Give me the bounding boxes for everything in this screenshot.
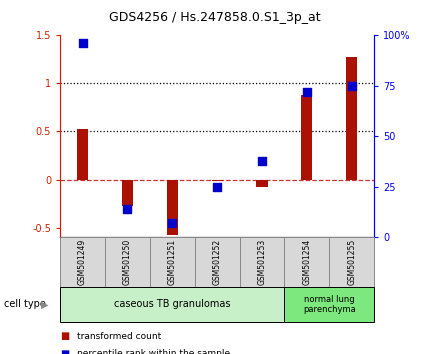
Bar bbox=[346, 57, 357, 179]
Text: ■: ■ bbox=[60, 349, 70, 354]
Text: caseous TB granulomas: caseous TB granulomas bbox=[114, 299, 230, 309]
Bar bbox=[167, 179, 178, 235]
Text: transformed count: transformed count bbox=[77, 332, 162, 341]
Point bbox=[169, 220, 176, 226]
Text: GSM501255: GSM501255 bbox=[347, 239, 356, 285]
Text: GSM501254: GSM501254 bbox=[302, 239, 311, 285]
Text: cell type: cell type bbox=[4, 299, 46, 309]
Text: normal lung
parenchyma: normal lung parenchyma bbox=[303, 295, 356, 314]
Text: ■: ■ bbox=[60, 331, 70, 341]
Point bbox=[124, 206, 131, 212]
Bar bbox=[77, 129, 88, 179]
Text: ▶: ▶ bbox=[41, 299, 48, 309]
Text: GDS4256 / Hs.247858.0.S1_3p_at: GDS4256 / Hs.247858.0.S1_3p_at bbox=[109, 11, 321, 24]
Point bbox=[79, 41, 86, 46]
Bar bbox=[122, 179, 133, 206]
Point bbox=[214, 184, 221, 190]
Point bbox=[304, 89, 310, 95]
Text: GSM501251: GSM501251 bbox=[168, 239, 177, 285]
Text: GSM501250: GSM501250 bbox=[123, 239, 132, 285]
Text: percentile rank within the sample: percentile rank within the sample bbox=[77, 349, 230, 354]
Text: GSM501252: GSM501252 bbox=[213, 239, 221, 285]
Bar bbox=[256, 179, 267, 187]
Text: GSM501249: GSM501249 bbox=[78, 239, 87, 285]
Bar bbox=[212, 179, 223, 182]
Bar bbox=[301, 95, 313, 179]
Point bbox=[258, 158, 265, 163]
Point bbox=[348, 83, 355, 88]
Text: GSM501253: GSM501253 bbox=[258, 239, 267, 285]
